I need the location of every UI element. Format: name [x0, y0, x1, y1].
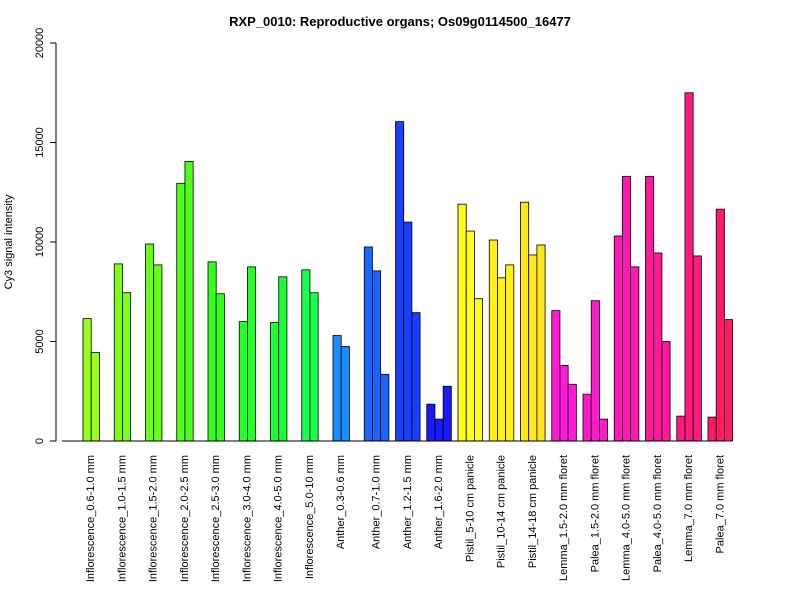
bar	[505, 264, 515, 442]
y-tick-label: 0	[34, 438, 46, 444]
bar	[90, 352, 100, 442]
category-label: Anther_0.3-0.6 mm	[335, 455, 347, 549]
y-axis: 0 5000 10000 15000 20000	[34, 28, 57, 444]
bar	[215, 293, 225, 442]
bar	[309, 292, 319, 442]
bar	[653, 252, 663, 442]
bar	[692, 255, 702, 442]
bar	[622, 175, 632, 442]
bar	[520, 201, 530, 442]
y-tick-label: 15000	[34, 127, 46, 158]
category-label: Inflorescence_0.6-1.0 mm	[85, 455, 97, 582]
bar	[724, 319, 734, 442]
bar	[145, 243, 155, 442]
bar	[153, 264, 163, 442]
bar	[247, 266, 257, 442]
bar	[332, 335, 342, 442]
bar	[559, 364, 569, 442]
bar	[551, 310, 561, 442]
bar	[207, 261, 217, 442]
bar	[715, 208, 725, 442]
category-label: Inflorescence_1.5-2.0 mm	[148, 455, 160, 582]
bar	[372, 270, 382, 442]
category-label: Inflorescence_2.0-2.5 mm	[179, 455, 191, 582]
bar	[380, 373, 390, 442]
bar	[582, 393, 592, 442]
bar	[528, 254, 538, 442]
bar	[395, 121, 405, 442]
y-tick-label: 5000	[34, 329, 46, 353]
category-label: Palea_1.5-2.0 mm floret	[589, 455, 601, 572]
bar	[630, 266, 640, 442]
bar	[340, 346, 350, 442]
bar	[645, 175, 655, 442]
bar	[122, 292, 132, 442]
y-tick-label: 10000	[34, 227, 46, 258]
bar	[473, 298, 483, 442]
category-label: Inflorescence_4.0-5.0 mm	[273, 455, 285, 582]
bar	[661, 341, 671, 442]
bar	[707, 416, 717, 442]
bar	[238, 321, 248, 442]
bar	[411, 312, 421, 442]
bar	[82, 318, 92, 442]
bars-group	[82, 92, 734, 442]
category-label: Pistil_14-18 cm panicle	[527, 455, 539, 568]
bar	[184, 161, 194, 442]
bar	[301, 269, 311, 442]
bar	[497, 277, 507, 442]
category-label: Inflorescence_3.0-4.0 mm	[241, 455, 253, 582]
bar	[403, 221, 413, 442]
category-label: Lemma_7.0 mm floret	[683, 455, 695, 562]
category-label: Lemma_1.5-2.0 mm floret	[558, 455, 570, 581]
bar	[488, 239, 498, 442]
bar	[113, 263, 123, 442]
category-label: Inflorescence_2.5-3.0 mm	[210, 455, 222, 582]
bar	[590, 300, 600, 442]
bar	[457, 203, 467, 442]
bar	[363, 246, 373, 442]
y-tick-label: 20000	[34, 28, 46, 59]
category-label: Inflorescence_1.0-1.5 mm	[116, 455, 128, 582]
bar	[567, 383, 577, 442]
category-label: Pistil_5-10 cm panicle	[464, 455, 476, 562]
bar	[536, 244, 546, 442]
category-label: Inflorescence_5.0-10 mm	[304, 455, 316, 579]
bar	[599, 418, 609, 442]
category-label: Anther_1.6-2.0 mm	[433, 455, 445, 549]
bar	[676, 415, 686, 442]
category-label: Anther_0.7-1.0 mm	[371, 455, 383, 549]
category-labels: Inflorescence_0.6-1.0 mm Inflorescence_1.…	[85, 455, 726, 582]
bar	[613, 235, 623, 442]
bar	[278, 276, 288, 442]
bar	[426, 403, 436, 442]
category-label: Pistil_10-14 cm panicle	[496, 455, 508, 568]
category-label: Palea_4.0-5.0 mm floret	[652, 455, 664, 572]
bar	[176, 182, 186, 442]
bar	[465, 230, 475, 442]
category-label: Palea_7.0 mm floret	[714, 455, 726, 553]
y-axis-label: Cy3 signal intensity	[3, 194, 15, 289]
category-label: Lemma_4.0-5.0 mm floret	[621, 455, 633, 581]
bar	[434, 418, 444, 442]
category-label: Anther_1.2-1.5 mm	[402, 455, 414, 549]
bar	[684, 92, 694, 442]
bar	[442, 385, 452, 442]
chart-title: RXP_0010: Reproductive organs; Os09g0114…	[229, 14, 571, 29]
bar	[270, 322, 280, 442]
